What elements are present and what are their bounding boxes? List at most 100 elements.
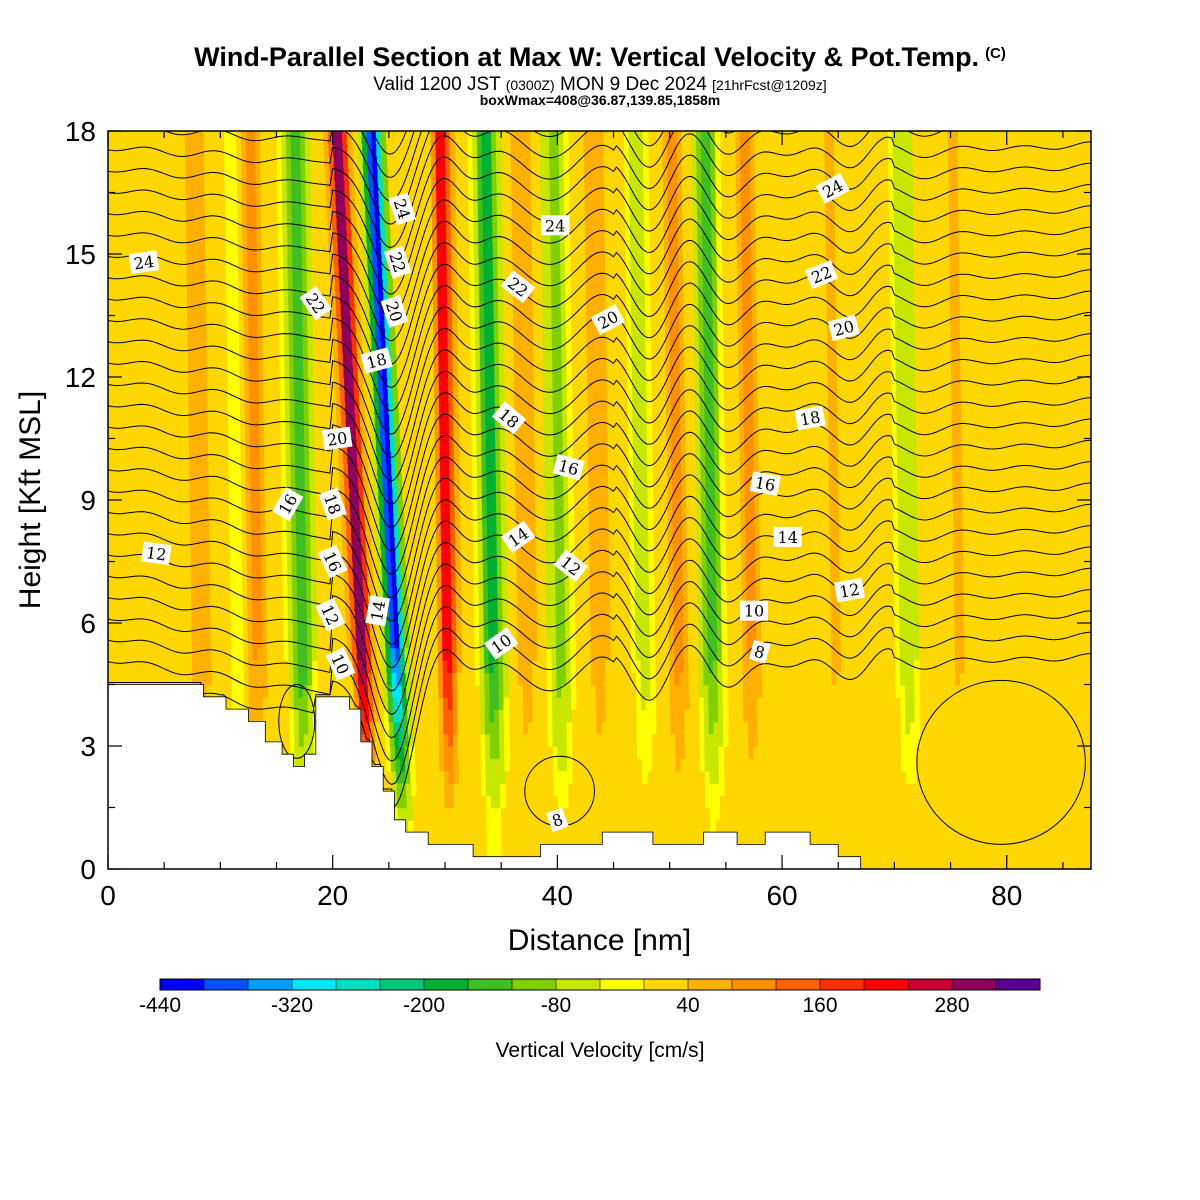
w-cell [366,549,372,563]
w-cell [660,340,666,354]
w-cell [678,647,685,661]
w-cell [602,463,608,477]
w-cell [264,438,270,452]
w-cell [569,610,576,624]
w-cell [180,131,186,145]
w-cell [701,512,707,526]
w-cell [556,684,563,698]
w-cell [836,709,843,723]
w-cell [185,487,191,501]
w-cell [455,598,462,612]
w-cell [586,327,592,341]
w-cell [661,389,667,403]
w-cell [700,463,706,477]
w-cell [837,746,843,760]
w-cell [452,352,458,366]
w-cell [838,463,844,477]
w-cell [307,659,313,673]
w-cell [492,217,498,231]
w-cell [479,647,485,661]
w-cell [477,549,484,563]
w-cell [561,352,567,366]
w-cell [393,807,399,821]
w-cell [517,303,524,317]
w-cell [555,290,562,304]
w-cell [486,512,493,526]
w-cell [672,536,679,550]
w-cell [447,352,454,366]
w-cell [490,463,497,477]
w-cell [710,131,716,145]
w-cell [291,167,297,181]
w-cell [188,401,194,415]
w-cell [751,623,757,637]
w-cell [200,241,206,255]
w-cell [189,155,196,169]
w-cell [912,573,919,587]
w-cell [478,610,485,624]
w-cell [551,290,557,304]
w-cell [345,598,351,612]
w-cell [910,721,916,735]
w-cell [472,512,479,526]
w-cell [440,192,447,206]
w-cell [754,524,761,538]
w-cell [820,204,827,218]
w-cell [453,426,459,440]
w-cell [230,254,236,268]
w-cell [584,561,591,575]
w-cell [439,782,446,796]
w-cell [242,586,248,600]
w-cell [699,364,705,378]
w-cell [287,610,294,624]
w-cell [834,561,841,575]
w-cell [490,746,496,760]
w-cell [480,401,487,415]
w-cell [205,610,211,624]
w-cell [554,524,560,538]
w-cell [301,217,307,231]
w-cell [629,229,636,243]
w-cell [288,315,294,329]
w-cell [548,463,555,477]
w-cell [492,204,498,218]
w-cell [398,512,404,526]
w-cell [304,450,310,464]
w-cell [281,180,288,194]
w-cell [288,303,294,317]
w-cell [477,204,484,218]
w-cell [699,746,706,760]
w-cell [636,684,642,698]
w-cell [901,438,907,452]
w-cell [346,524,352,538]
w-cell [451,598,457,612]
w-cell [252,266,258,280]
w-cell [362,672,369,686]
w-cell [445,204,452,218]
w-cell [243,327,250,341]
w-cell [491,844,497,858]
w-cell [705,500,712,514]
w-cell [544,131,550,145]
w-cell [750,204,756,218]
w-cell [246,204,253,218]
w-cell [474,610,480,624]
w-cell [486,844,493,858]
w-cell [405,758,411,772]
w-cell [566,340,572,354]
w-cell [715,155,721,169]
w-cell [305,500,311,514]
w-cell [697,217,703,231]
w-cell [298,733,305,747]
w-cell [735,167,742,181]
w-cell [469,290,476,304]
w-cell [737,254,743,268]
w-cell [663,573,670,587]
w-cell [827,696,833,710]
w-cell [722,659,728,673]
w-cell [743,696,749,710]
w-cell [384,413,390,427]
w-cell [912,549,918,563]
w-cell [446,598,452,612]
